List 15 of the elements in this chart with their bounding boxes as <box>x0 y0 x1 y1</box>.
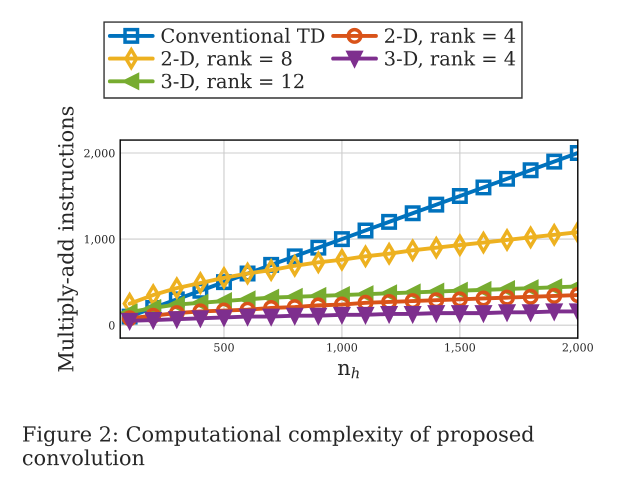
x-axis-title: n$_{h}$ <box>338 364 359 378</box>
x-tick-label: 1,500 <box>445 343 476 353</box>
legend-label: 3-D, rank = 12 <box>162 73 304 91</box>
x-tick-label: 1,000 <box>327 343 358 353</box>
caption: Figure 2: Computational complexity of proposed convolution <box>22 426 534 466</box>
legend-label: 3-D, rank = 4 <box>385 50 516 68</box>
x-tick-label: 2,000 <box>562 343 593 353</box>
y-tick-label: 2,000 <box>84 148 115 159</box>
y-tick-label: 1,000 <box>84 235 115 245</box>
legend-label: Conventional TD <box>162 28 324 43</box>
x-tick-label: 500 <box>214 343 234 352</box>
legend-label: 2-D, rank = 4 <box>385 28 516 46</box>
y-tick-label: 0 <box>108 321 115 330</box>
legend-label: 2-D, rank = 8 <box>162 50 292 68</box>
y-axis-title: Multiply-add instructions <box>58 106 78 372</box>
